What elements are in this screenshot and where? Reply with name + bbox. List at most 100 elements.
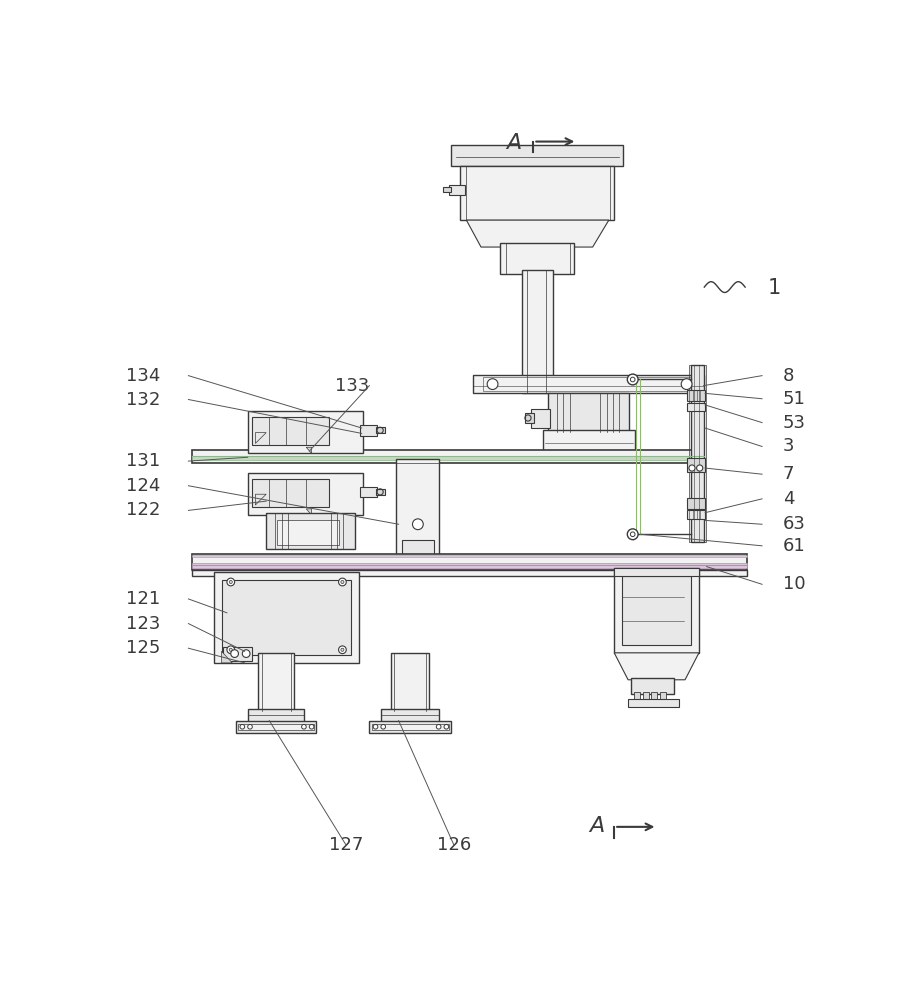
Bar: [192, 570, 746, 576]
Polygon shape: [306, 509, 312, 515]
Circle shape: [247, 724, 252, 729]
Circle shape: [681, 379, 691, 389]
Bar: [359, 425, 377, 436]
Bar: [686, 390, 704, 401]
Bar: [252, 417, 329, 445]
Bar: [192, 563, 746, 568]
Text: 127: 127: [329, 836, 363, 854]
Polygon shape: [466, 220, 608, 247]
Bar: [265, 513, 354, 549]
Bar: [192, 456, 703, 460]
Bar: [359, 487, 377, 497]
Bar: [371, 724, 448, 730]
Text: 122: 122: [126, 501, 160, 519]
Text: 123: 123: [126, 615, 160, 633]
Bar: [613, 568, 698, 653]
Bar: [442, 187, 451, 192]
Circle shape: [627, 374, 638, 385]
Text: 53: 53: [782, 414, 805, 432]
Bar: [369, 721, 451, 733]
Bar: [483, 377, 691, 391]
Bar: [499, 243, 573, 274]
Bar: [686, 510, 704, 519]
Bar: [192, 555, 746, 557]
Text: 51: 51: [782, 390, 805, 408]
Bar: [401, 540, 433, 555]
Bar: [525, 413, 534, 423]
Bar: [686, 498, 704, 509]
Text: 134: 134: [126, 367, 160, 385]
Bar: [642, 692, 648, 701]
Bar: [258, 653, 293, 711]
Circle shape: [339, 578, 346, 586]
Circle shape: [696, 465, 702, 471]
Bar: [472, 375, 703, 393]
Circle shape: [340, 648, 343, 651]
Bar: [630, 678, 674, 694]
Bar: [390, 653, 429, 711]
Bar: [192, 450, 703, 463]
Bar: [686, 458, 704, 472]
Bar: [449, 185, 464, 195]
Bar: [223, 647, 252, 661]
Bar: [621, 576, 691, 645]
Bar: [628, 699, 678, 707]
Text: 8: 8: [782, 367, 794, 385]
Text: 63: 63: [782, 515, 805, 533]
Bar: [221, 580, 350, 655]
Text: 10: 10: [782, 575, 805, 593]
Bar: [247, 411, 363, 453]
Text: A: A: [589, 816, 603, 836]
Bar: [686, 403, 704, 411]
Bar: [460, 166, 613, 220]
Bar: [530, 409, 550, 428]
Bar: [659, 692, 666, 701]
Circle shape: [309, 724, 313, 729]
Text: 1: 1: [767, 278, 780, 298]
Polygon shape: [613, 653, 698, 680]
Text: 126: 126: [436, 836, 470, 854]
Bar: [547, 393, 628, 432]
Polygon shape: [306, 447, 312, 453]
Circle shape: [487, 379, 498, 389]
Bar: [192, 554, 746, 570]
Circle shape: [443, 724, 448, 729]
Bar: [214, 572, 358, 663]
Bar: [634, 692, 639, 701]
Bar: [238, 724, 313, 730]
Text: 7: 7: [782, 465, 794, 483]
Circle shape: [227, 578, 235, 586]
Bar: [248, 709, 303, 722]
Circle shape: [229, 580, 232, 584]
Text: 4: 4: [782, 490, 794, 508]
Circle shape: [230, 650, 238, 657]
Bar: [252, 479, 329, 507]
Bar: [688, 365, 705, 542]
Bar: [247, 473, 363, 515]
Bar: [521, 270, 552, 393]
Bar: [236, 721, 316, 733]
Circle shape: [412, 519, 423, 530]
Circle shape: [229, 648, 232, 651]
Text: 121: 121: [126, 590, 160, 608]
Bar: [396, 459, 439, 559]
Text: 133: 133: [335, 377, 369, 395]
Text: 125: 125: [126, 639, 160, 657]
Circle shape: [380, 724, 385, 729]
Bar: [691, 365, 703, 542]
Text: 3: 3: [782, 437, 794, 455]
Text: 61: 61: [782, 537, 805, 555]
Bar: [380, 709, 439, 722]
Circle shape: [688, 465, 694, 471]
Circle shape: [302, 724, 306, 729]
Circle shape: [242, 650, 250, 657]
Circle shape: [339, 646, 346, 654]
Circle shape: [627, 529, 638, 540]
Bar: [276, 520, 339, 545]
Text: 124: 124: [126, 477, 160, 495]
Bar: [375, 427, 385, 433]
Circle shape: [239, 724, 245, 729]
Text: A: A: [506, 133, 521, 153]
Circle shape: [373, 724, 377, 729]
Bar: [375, 489, 385, 495]
